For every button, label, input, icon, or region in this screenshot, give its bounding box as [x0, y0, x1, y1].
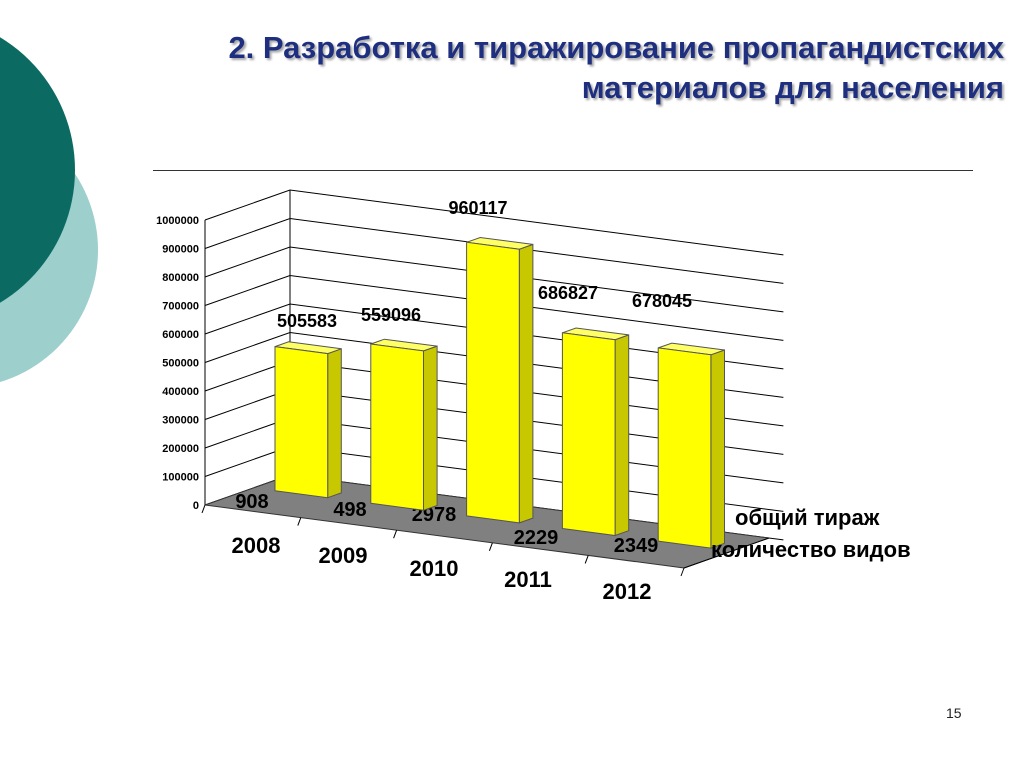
x-tick-label-2011: 2011 [504, 567, 552, 592]
y-tick-label: 200000 [162, 443, 199, 455]
value-label-2008: 505583 [277, 311, 337, 331]
x-tick [488, 542, 493, 551]
bar-2008 [274, 346, 329, 499]
slide-title: 2. Разработка и тиражирование пропаганди… [104, 28, 1004, 108]
x-tick-label-2009: 2009 [319, 543, 368, 568]
bar-side-2011 [614, 334, 630, 537]
value-label-2011: 686827 [538, 283, 598, 303]
bar-2011 [561, 332, 616, 537]
y-tick-label: 100000 [162, 472, 199, 484]
bar-2012 [657, 347, 712, 549]
y-tick-label: 600000 [162, 329, 199, 341]
series-label-count: количество видов [711, 537, 911, 562]
y-tick-label: 300000 [162, 415, 199, 427]
slide-number: 15 [946, 705, 962, 721]
bar-side-2008 [327, 348, 342, 499]
y-tick-label: 900000 [162, 244, 199, 256]
bar-side-2009 [423, 345, 438, 512]
value-label-2009: 559096 [361, 305, 421, 325]
y-tick-label: 800000 [162, 272, 199, 284]
x-tick-label-2008: 2008 [232, 533, 281, 558]
depth-axis [683, 537, 770, 569]
deco-circle-dark [0, 37, 75, 303]
bar-side-2012 [710, 349, 725, 549]
bar-2009 [370, 343, 424, 511]
y-tick-label: 500000 [162, 358, 199, 370]
decorative-circles [0, 0, 120, 420]
x-tick [584, 555, 589, 564]
y-tick-label: 700000 [162, 301, 199, 313]
x-tick-label-2010: 2010 [410, 556, 459, 581]
count-label-2011: 2229 [514, 527, 559, 549]
series-label-circulation: общий тираж [735, 505, 880, 530]
value-label-2012: 678045 [632, 291, 692, 311]
x-tick [393, 530, 398, 539]
value-label-2010: 960117 [448, 198, 507, 218]
title-divider [153, 170, 973, 171]
x-tick [297, 517, 302, 526]
x-tick-label-2012: 2012 [603, 579, 652, 604]
x-tick [680, 567, 685, 577]
y-tick-label: 1000000 [156, 215, 199, 227]
bar-side-2010 [518, 243, 534, 524]
title-line-2: материалов для населения [581, 70, 1004, 105]
title-line-1: 2. Разработка и тиражирование пропаганди… [228, 30, 1004, 65]
count-label-2012: 2349 [614, 535, 659, 557]
count-label-2009: 498 [333, 499, 366, 521]
count-label-2008: 908 [235, 491, 268, 513]
bar-2010 [466, 241, 520, 524]
y-tick-label: 400000 [162, 386, 199, 398]
x-tick [201, 504, 206, 514]
y-tick-label: 0 [193, 500, 199, 512]
